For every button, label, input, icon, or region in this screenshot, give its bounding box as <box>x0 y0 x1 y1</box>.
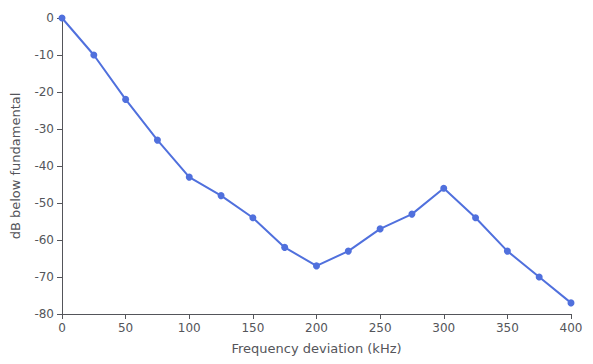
svg-text:250: 250 <box>369 321 392 335</box>
svg-text:100: 100 <box>178 321 201 335</box>
svg-text:50: 50 <box>118 321 133 335</box>
svg-text:-60: -60 <box>34 233 54 247</box>
svg-text:150: 150 <box>241 321 264 335</box>
svg-text:-10: -10 <box>34 48 54 62</box>
svg-text:-30: -30 <box>34 122 54 136</box>
svg-text:-50: -50 <box>34 196 54 210</box>
svg-text:300: 300 <box>432 321 455 335</box>
svg-text:0: 0 <box>46 11 54 25</box>
svg-text:-80: -80 <box>34 307 54 321</box>
svg-text:200: 200 <box>305 321 328 335</box>
svg-text:Frequency deviation (kHz): Frequency deviation (kHz) <box>231 341 401 356</box>
svg-text:350: 350 <box>496 321 519 335</box>
svg-text:400: 400 <box>560 321 583 335</box>
svg-text:-70: -70 <box>34 270 54 284</box>
svg-text:-20: -20 <box>34 85 54 99</box>
svg-text:dB below fundamental: dB below fundamental <box>8 93 23 240</box>
svg-text:-40: -40 <box>34 159 54 173</box>
svg-text:0: 0 <box>58 321 66 335</box>
